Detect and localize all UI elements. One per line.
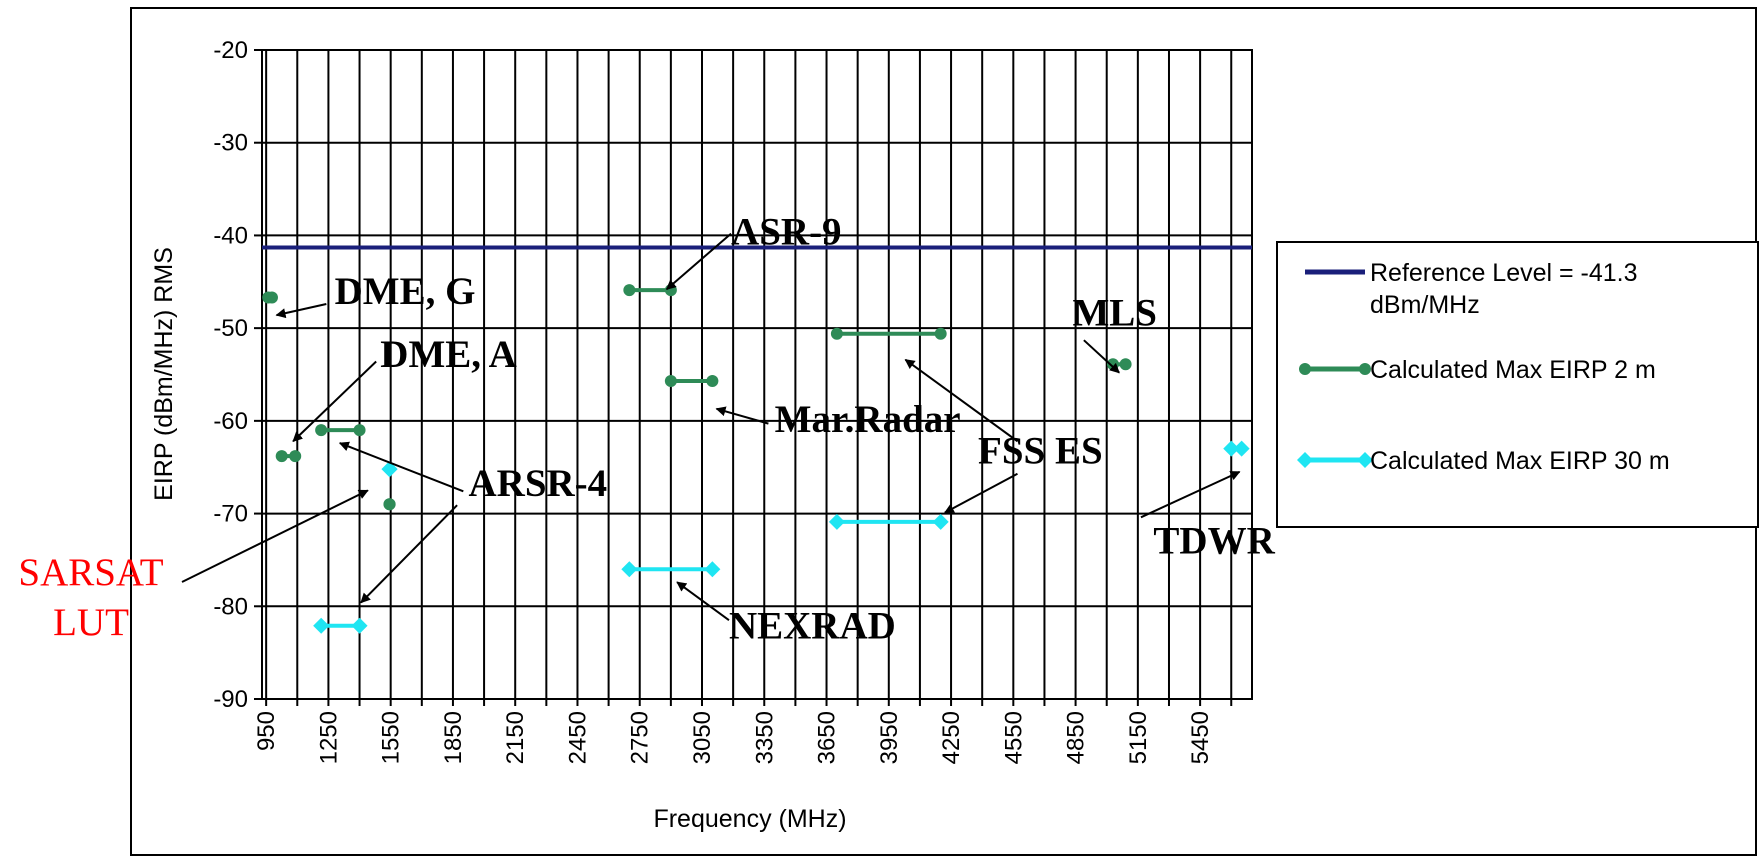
data-point	[1223, 440, 1240, 457]
data-point	[934, 327, 947, 340]
x-tick-label: 4250	[938, 711, 965, 764]
annotation-mls: MLS	[1072, 291, 1157, 334]
x-tick-label: 5450	[1187, 711, 1214, 764]
legend-label: Reference Level = -41.3	[1370, 259, 1638, 287]
sarsat-lut-label: SARSAT LUT	[18, 551, 163, 644]
data-point	[351, 617, 368, 634]
legend: Reference Level = -41.3 dBm/MHz Calculated…	[1276, 241, 1759, 528]
data-point	[704, 561, 721, 578]
legend-item: Calculated Max EIRP 30 m	[1297, 447, 1670, 475]
legend-label: dBm/MHz	[1370, 291, 1480, 319]
x-tick-label: 950	[253, 711, 280, 751]
data-point	[830, 327, 843, 340]
data-point	[623, 284, 636, 297]
annotation-layer: DME, G DME, A ARSR-4 ASR-9 Mar.Radar NEXRAD FS…	[181, 211, 1276, 648]
data-point	[1119, 358, 1132, 371]
annotation-asr-9: ASR-9	[731, 211, 842, 254]
y-axis-title: EIRP (dBm/MHz) RMS	[150, 247, 178, 501]
y-tick-label: -30	[213, 130, 248, 157]
x-tick-label: 2450	[564, 711, 591, 764]
data-point	[315, 424, 328, 437]
x-tick-label: 2150	[502, 711, 529, 764]
data-point	[289, 450, 302, 463]
annotation-tdwr: TDWR	[1153, 519, 1275, 562]
annotation-arrow	[715, 406, 769, 425]
annotation-arrow	[665, 232, 732, 290]
legend-item: Reference Level = -41.3 dBm/MHz	[1305, 259, 1638, 319]
annotation-arsr-4: ARSR-4	[469, 462, 608, 505]
x-tick-label: 3950	[876, 711, 903, 764]
legend-label: Calculated Max EIRP 2 m	[1370, 356, 1656, 384]
annotation-arrow	[1083, 339, 1120, 374]
y-tick-label: -50	[213, 315, 248, 342]
data-point	[353, 424, 366, 437]
data-point	[706, 374, 719, 387]
annotation-dme-g: DME, G	[335, 270, 476, 313]
annotation-arrow	[943, 472, 1018, 514]
annotation-arrow	[904, 358, 1019, 443]
series-eirp-30m	[313, 440, 1250, 634]
annotation-arrow	[1140, 470, 1241, 519]
x-tick-label: 1250	[315, 711, 342, 764]
legend-label: Calculated Max EIRP 30 m	[1370, 447, 1670, 475]
data-point	[621, 561, 638, 578]
y-tick-label: -80	[213, 593, 248, 620]
y-tick-label: -90	[213, 686, 248, 713]
legend-box	[1276, 241, 1759, 528]
y-tick-labels: -20 -30 -40 -50 -60 -70 -80 -90	[213, 37, 248, 713]
series-layer	[262, 245, 1252, 634]
annotation-sarsat: SARSAT	[18, 551, 163, 594]
annotation-arrow	[292, 360, 377, 442]
y-tick-label: -60	[213, 408, 248, 435]
data-point	[265, 291, 278, 304]
data-point	[1357, 452, 1373, 468]
data-point	[1299, 363, 1311, 375]
series-eirp-2m	[262, 284, 1132, 511]
legend-item: Calculated Max EIRP 2 m	[1299, 356, 1656, 384]
annotation-lut: LUT	[53, 601, 129, 644]
plot-area-border	[261, 49, 1253, 700]
x-tick-label: 3350	[751, 711, 778, 764]
x-tick-label: 3050	[689, 711, 716, 764]
x-tick-label: 2750	[627, 711, 654, 764]
annotation-dme-a: DME, A	[380, 333, 517, 376]
annotation-arrow	[275, 303, 327, 319]
x-tick-label: 3650	[814, 711, 841, 764]
y-tick-label: -20	[213, 37, 248, 64]
annotation-arrow	[360, 504, 458, 604]
annotation-arrow	[676, 581, 730, 621]
x-tick-label: 4550	[1000, 711, 1027, 764]
data-point	[828, 513, 845, 530]
data-point	[383, 498, 396, 511]
annotation-mar-radar: Mar.Radar	[775, 398, 961, 441]
annotation-arrow-sarsat	[181, 489, 369, 583]
x-tick-label: 1550	[378, 711, 405, 764]
x-tick-labels: 950 1250 1550 1850 2150 2450 2750 3050 3350 3650 3…	[253, 711, 1214, 764]
legend-items: Reference Level = -41.3 dBm/MHz Calculated…	[1297, 259, 1670, 475]
data-point	[1297, 452, 1313, 468]
annotation-nexrad: NEXRAD	[729, 605, 896, 648]
data-point	[1359, 363, 1371, 375]
annotation-fss-es: FSS ES	[978, 430, 1103, 473]
data-point	[932, 513, 949, 530]
data-point	[275, 450, 288, 463]
data-point	[664, 374, 677, 387]
x-tick-label: 4850	[1063, 711, 1090, 764]
x-tick-label: 5150	[1125, 711, 1152, 764]
x-axis-title: Frequency (MHz)	[653, 805, 846, 833]
data-point	[1233, 440, 1250, 457]
y-tick-label: -70	[213, 501, 248, 528]
axis-ticks	[254, 49, 1233, 706]
x-tick-label: 1850	[440, 711, 467, 764]
data-point	[313, 617, 330, 634]
y-tick-label: -40	[213, 222, 248, 249]
annotation-arrow	[338, 441, 464, 493]
